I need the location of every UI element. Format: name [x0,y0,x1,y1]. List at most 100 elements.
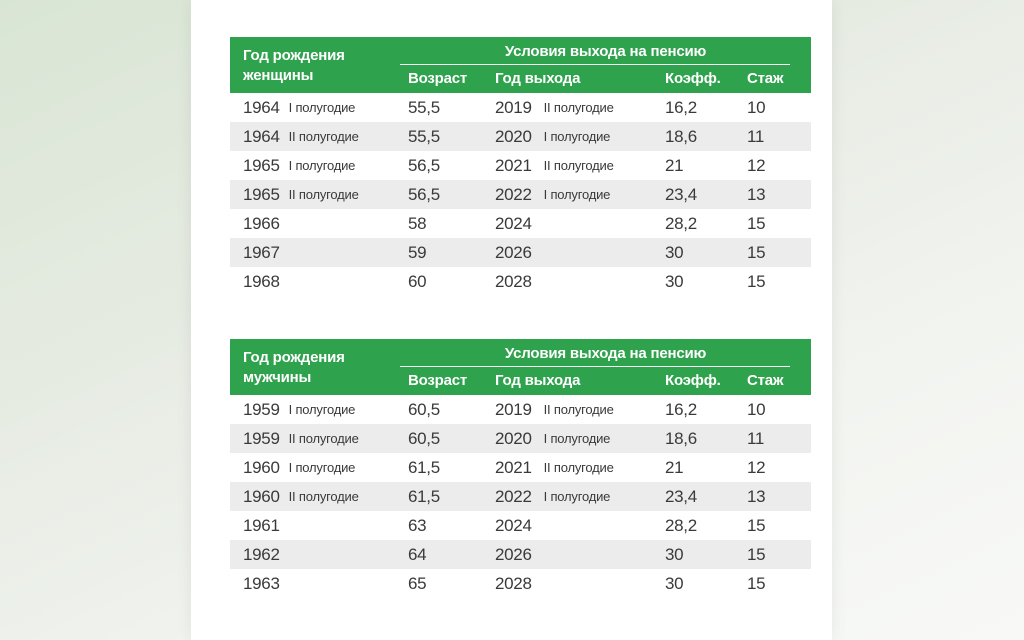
column-header-experience: Стаж [747,70,784,87]
experience-value: 13 [747,184,766,204]
cell-retirement-age: 65 [408,569,427,598]
cell-birth-year: 1961 [243,511,289,540]
cell-birth-year: 1966 [243,209,289,238]
cell-coefficient: 16,2 [665,395,697,424]
exit-half-year-label: I полугодие [543,129,611,144]
cell-birth-year: 1959 II полугодие [243,424,359,453]
cell-coefficient: 23,4 [665,180,697,209]
exit-year-value: 2026 [495,242,532,262]
cell-exit-year: 2024 [495,209,544,238]
birth-year-value: 1965 [243,184,280,204]
birth-year-header-label: Год рождения женщины [243,47,345,84]
cell-exit-year: 2020 I полугодие [495,122,610,151]
birth-half-year-label: I полугодие [288,100,356,115]
retirement-age-value: 60,5 [408,399,440,419]
exit-year-value: 2019 [495,399,532,419]
exit-year-value: 2026 [495,544,532,564]
table-row: 1968 60 2028 30 15 [230,267,811,296]
table-row: 1966 58 2024 28,2 15 [230,209,811,238]
cell-experience: 10 [747,395,766,424]
cell-exit-year: 2022 I полугодие [495,482,610,511]
cell-exit-year: 2020 I полугодие [495,424,610,453]
cell-retirement-age: 60,5 [408,424,440,453]
conditions-underline [400,366,790,367]
birth-half-year-label: II полугодие [288,489,359,504]
cell-retirement-age: 58 [408,209,427,238]
experience-value: 10 [747,97,766,117]
table-row: 1965 II полугодие 56,5 2022 I полугодие … [230,180,811,209]
retirement-age-value: 56,5 [408,184,440,204]
exit-year-value: 2028 [495,271,532,291]
cell-experience: 15 [747,238,766,267]
coefficient-value: 16,2 [665,399,697,419]
cell-birth-year: 1960 I полугодие [243,453,355,482]
experience-value: 11 [747,428,765,448]
experience-value: 12 [747,155,766,175]
exit-year-value: 2021 [495,457,532,477]
cell-exit-year: 2024 [495,511,544,540]
cell-exit-year: 2021 II полугодие [495,151,614,180]
coefficient-value: 30 [665,271,684,291]
table-row: 1960 I полугодие 61,5 2021 II полугодие … [230,453,811,482]
cell-coefficient: 16,2 [665,93,697,122]
table-row: 1963 65 2028 30 15 [230,569,811,598]
experience-value: 10 [747,399,766,419]
cell-experience: 10 [747,93,766,122]
exit-year-value: 2020 [495,428,532,448]
cell-coefficient: 30 [665,267,684,296]
exit-year-value: 2020 [495,126,532,146]
content-card: Год рождения женщины Условия выхода на п… [191,0,832,640]
cell-birth-year: 1965 II полугодие [243,180,359,209]
cell-experience: 15 [747,569,766,598]
experience-value: 15 [747,213,766,233]
birth-year-value: 1965 [243,155,280,175]
coefficient-value: 21 [665,457,684,477]
experience-value: 11 [747,126,765,146]
cell-coefficient: 18,6 [665,122,697,151]
coefficient-value: 18,6 [665,126,697,146]
coefficient-value: 28,2 [665,213,697,233]
coefficient-value: 18,6 [665,428,697,448]
cell-coefficient: 18,6 [665,424,697,453]
exit-half-year-label: II полугодие [543,460,614,475]
cell-birth-year: 1959 I полугодие [243,395,355,424]
cell-experience: 15 [747,511,766,540]
birth-year-value: 1962 [243,544,280,564]
coefficient-value: 16,2 [665,97,697,117]
cell-exit-year: 2026 [495,540,544,569]
exit-half-year-label: II полугодие [543,402,614,417]
exit-year-value: 2024 [495,213,532,233]
cell-experience: 15 [747,540,766,569]
cell-retirement-age: 55,5 [408,122,440,151]
cell-birth-year: 1960 II полугодие [243,482,359,511]
cell-birth-year: 1967 [243,238,289,267]
cell-coefficient: 28,2 [665,511,697,540]
cell-birth-year: 1963 [243,569,289,598]
women-table-header: Год рождения женщины Условия выхода на п… [230,37,811,93]
exit-year-value: 2022 [495,184,532,204]
experience-value: 15 [747,573,766,593]
cell-retirement-age: 61,5 [408,482,440,511]
coefficient-value: 23,4 [665,486,697,506]
cell-coefficient: 30 [665,569,684,598]
birth-year-value: 1960 [243,486,280,506]
exit-year-value: 2022 [495,486,532,506]
cell-retirement-age: 55,5 [408,93,440,122]
cell-birth-year: 1968 [243,267,289,296]
cell-experience: 13 [747,180,766,209]
column-header-age: Возраст [408,372,468,389]
cell-retirement-age: 60,5 [408,395,440,424]
birth-year-value: 1963 [243,573,280,593]
exit-year-value: 2021 [495,155,532,175]
retirement-age-value: 60,5 [408,428,440,448]
retirement-age-value: 64 [408,544,427,564]
exit-half-year-label: I полугодие [543,489,611,504]
men-pension-table: Год рождения мужчины Условия выхода на п… [230,339,811,598]
men-table-header: Год рождения мужчины Условия выхода на п… [230,339,811,395]
coefficient-value: 30 [665,544,684,564]
birth-year-value: 1960 [243,457,280,477]
conditions-header-label: Условия выхода на пенсию [504,43,707,60]
table-row: 1967 59 2026 30 15 [230,238,811,267]
cell-birth-year: 1962 [243,540,289,569]
retirement-age-value: 58 [408,213,427,233]
